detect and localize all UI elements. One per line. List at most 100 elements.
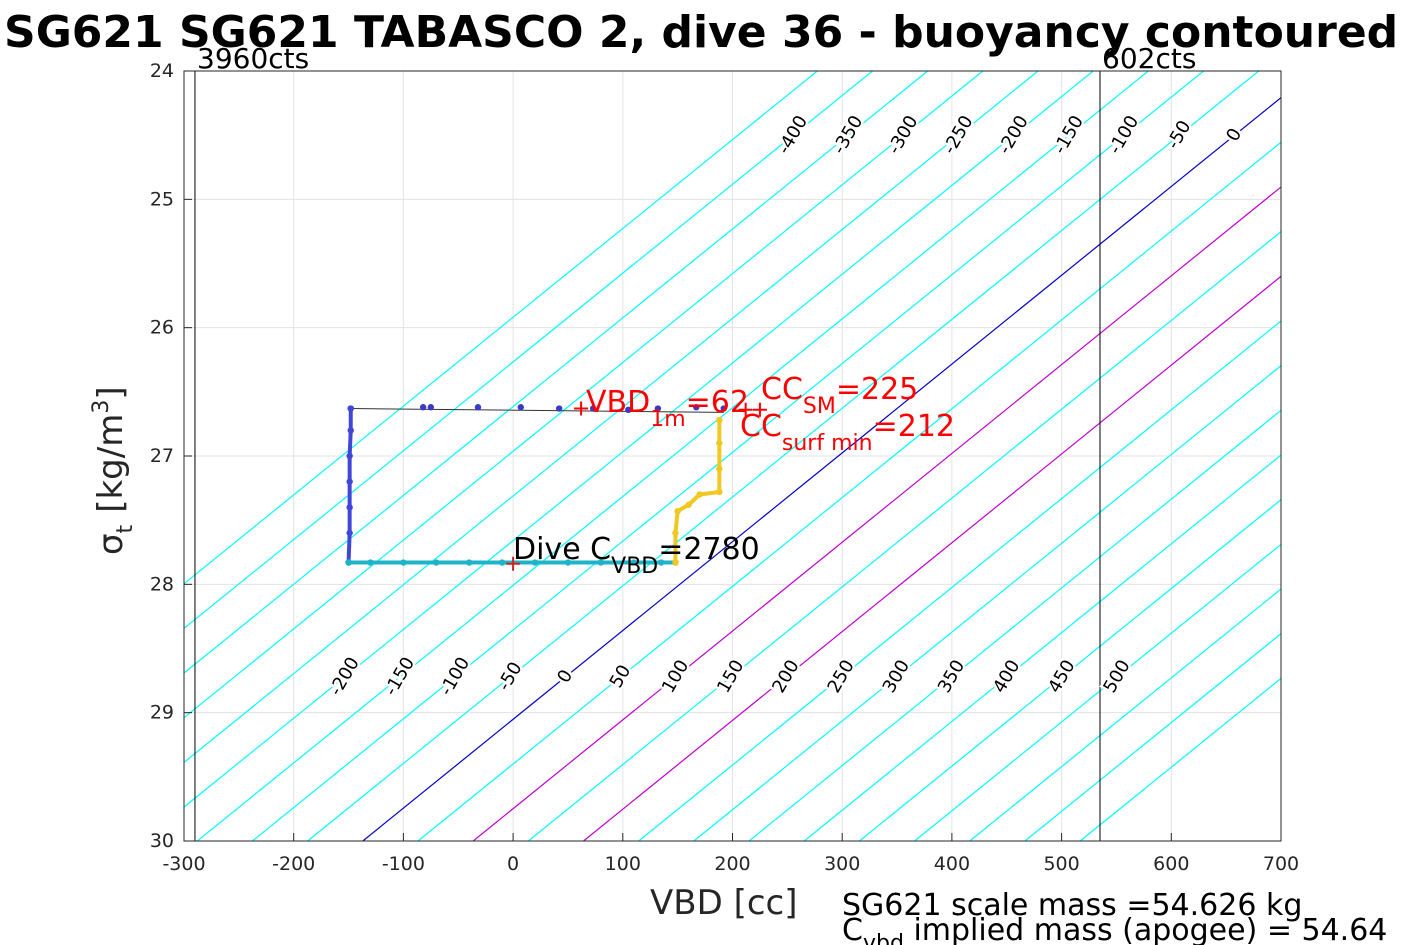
x-tick-label: 600: [1153, 853, 1189, 875]
y-axis-label: σt [kg/m3]: [89, 386, 138, 555]
y-tick-label: 24: [150, 60, 174, 82]
data-point-bottom: [564, 559, 572, 566]
annotations: VBD1m=62 CCSM=225 CCsurf min=212 Dive CV…: [513, 372, 955, 579]
dive-cvbd-annotation: Dive CVBD=2780: [513, 532, 760, 579]
data-point-surface: [555, 405, 563, 412]
cc-sm-annotation: CCSM=225: [761, 372, 918, 419]
y-tick-label: 29: [150, 702, 174, 724]
contour-line: [638, 320, 1281, 841]
data-point-bottom: [400, 559, 407, 566]
marker-plus-2: [752, 402, 767, 417]
x-axis-label: VBD [cc]: [650, 883, 798, 923]
cc-surf-min-annotation: CCsurf min=212: [740, 409, 955, 456]
vbd-1m-annotation: VBD1m=62: [586, 385, 749, 432]
data-point-surface: [474, 404, 482, 411]
data-point-surface: [517, 404, 524, 411]
y-label-sub: t: [113, 524, 138, 533]
y-tick-label: 25: [150, 188, 174, 210]
scale-mass-text: SG621 scale mass =54.626 kg: [842, 888, 1302, 923]
data-point-surface: [427, 404, 435, 411]
data-point-bottom: [345, 559, 352, 566]
contour-line: [184, 71, 873, 630]
data-point-descent: [346, 504, 353, 511]
contour-line: [417, 141, 1281, 841]
y-tick-label: 27: [150, 445, 174, 467]
implied-mass-text: Cvbd implied mass (apogee) = 54.64: [842, 913, 1387, 945]
contour-line: [693, 364, 1281, 841]
data-point-climb: [672, 559, 679, 566]
data-point-surface: [419, 404, 427, 411]
x-tick-label: 400: [934, 853, 970, 875]
chart-title: SG621 SG621 TABASCO 2, dive 36 - buoyanc…: [4, 7, 1398, 58]
data-point-climb: [716, 465, 723, 473]
x-tick-label: 0: [507, 853, 519, 875]
data-point-surface: [589, 405, 597, 412]
contour-line: [252, 71, 1204, 841]
x-tick-label: 700: [1263, 853, 1299, 875]
x-tick-label: 100: [605, 853, 641, 875]
contour-line: [196, 71, 1149, 841]
data-point-climb: [716, 416, 723, 424]
contour-line: [184, 71, 818, 585]
data-point-climb: [672, 529, 679, 537]
data-point-bottom: [466, 559, 473, 566]
x-tick-label: -300: [162, 853, 205, 875]
contour-line: [1079, 677, 1281, 841]
dive-data-series: [345, 401, 767, 571]
data-point-descent: [346, 452, 353, 460]
surface-track-line: [350, 408, 724, 413]
data-point-bottom: [531, 559, 539, 566]
data-point-bottom: [597, 559, 605, 566]
y-label-unit: [kg/m: [91, 414, 131, 513]
contour-line: [184, 71, 1039, 764]
vbd-limit-label-min: 3960cts: [197, 42, 309, 75]
data-point-climb: [674, 507, 681, 515]
marker-plus-1: [574, 401, 589, 416]
data-point-surface: [693, 404, 700, 411]
contour-line: [472, 186, 1281, 841]
data-point-bottom: [367, 559, 374, 566]
data-point-surface: [654, 405, 662, 412]
marker-plus-3: [738, 402, 753, 417]
data-point-climb: [696, 491, 703, 498]
contour-line: [803, 454, 1281, 841]
vbd-limit-lines: [194, 71, 1101, 841]
data-point-surface: [720, 405, 727, 412]
data-point-bottom: [498, 559, 506, 566]
data-point-surface: [625, 406, 632, 413]
y-label-close: ]: [91, 386, 131, 399]
data-point-descent: [346, 478, 353, 485]
svg-text:σt[kg/m3]: σt [kg/m3]: [89, 386, 138, 555]
contour-line: [748, 409, 1281, 841]
data-point-bottom: [433, 559, 440, 566]
x-tick-label: 200: [714, 853, 750, 875]
contour-line: [362, 96, 1281, 841]
data-point-descent: [347, 405, 354, 412]
contour-line: [859, 498, 1281, 841]
x-tick-label: -200: [272, 853, 315, 875]
data-point-bottom: [630, 559, 637, 566]
y-tick-label: 30: [150, 830, 174, 852]
x-tick-label: -100: [382, 853, 425, 875]
data-point-descent: [346, 529, 353, 537]
y-label-sigma: σ: [91, 533, 131, 555]
axis-ticks: -300 -200 -100 0 100 200 300 400 500 600 700 24 25 26…: [150, 60, 1299, 875]
x-tick-label: 500: [1043, 853, 1079, 875]
y-label-sup: 3: [89, 400, 114, 414]
marker-plus-0: [506, 556, 521, 571]
contour-line: [914, 543, 1281, 841]
contour-line: [969, 588, 1281, 841]
x-tick-label: 300: [824, 853, 860, 875]
buoyancy-contours: [184, 71, 1281, 841]
data-point-descent: [347, 427, 354, 434]
contour-line: [184, 71, 1094, 808]
contour-line: [184, 71, 929, 674]
contour-line: [527, 230, 1281, 841]
y-tick-label: 26: [150, 317, 174, 339]
data-point-climb: [716, 488, 723, 496]
data-point-climb: [685, 501, 692, 508]
contour-line: [1024, 632, 1281, 841]
contour-line: [583, 275, 1281, 841]
data-point-climb: [716, 439, 723, 447]
